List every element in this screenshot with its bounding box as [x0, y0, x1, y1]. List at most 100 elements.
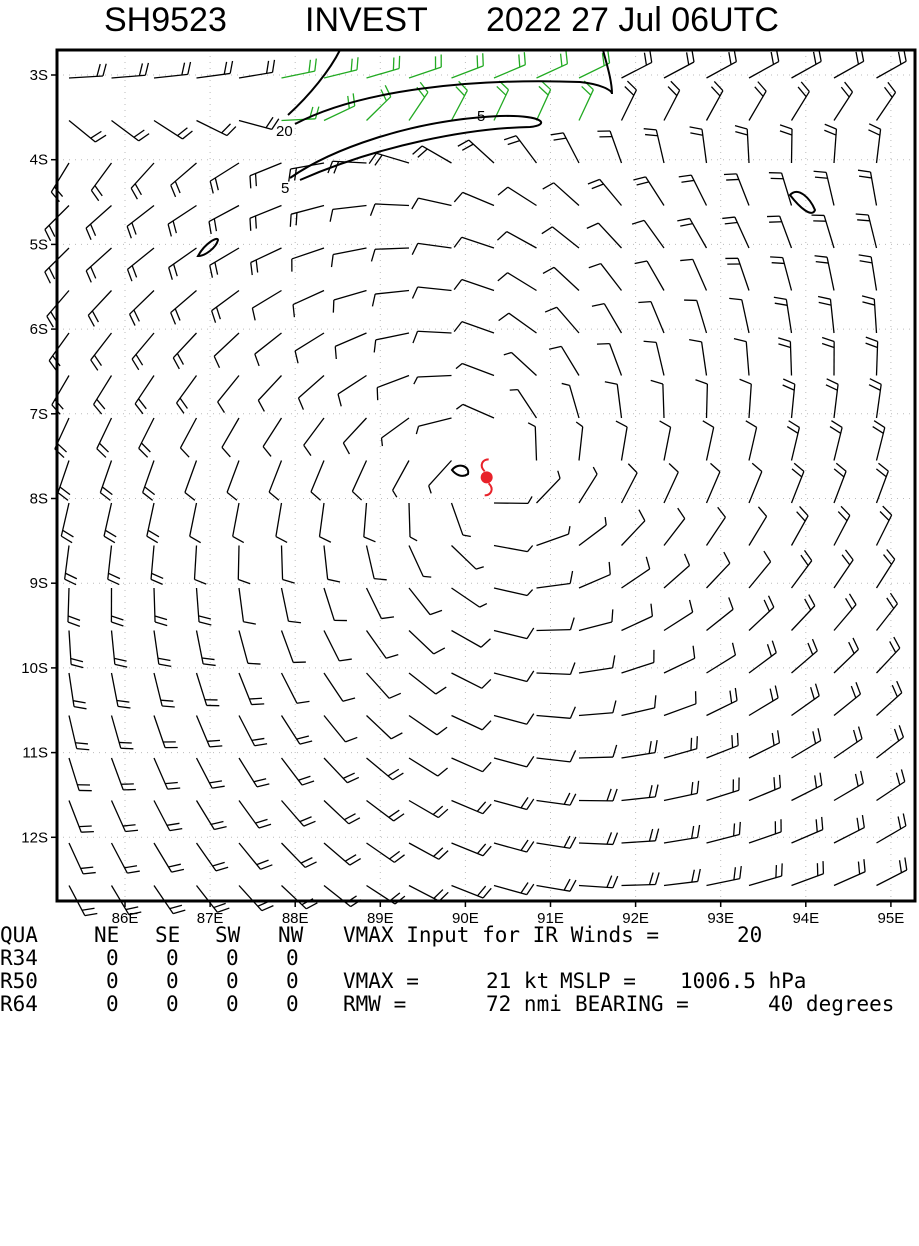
wind-barb	[660, 421, 671, 461]
wind-barb	[684, 300, 706, 333]
wind-barb	[367, 85, 391, 120]
cell-value: 0	[226, 947, 239, 970]
wind-barb	[579, 876, 618, 888]
wind-barb	[374, 333, 409, 352]
cell-value: 0	[166, 970, 179, 993]
wind-barb	[725, 258, 749, 290]
wind-barb	[413, 331, 452, 343]
wind-barb	[749, 49, 779, 78]
lat-label: 4S	[30, 152, 48, 169]
wind-barb	[707, 688, 738, 716]
wind-barb	[605, 382, 622, 418]
wind-barb	[251, 248, 282, 275]
wind-barb	[324, 843, 361, 865]
wind-barb	[680, 259, 706, 290]
wind-barb	[367, 56, 400, 78]
wind-barb	[579, 832, 617, 844]
wind-barb	[497, 232, 536, 248]
wind-barb	[824, 124, 836, 163]
wind-barb	[826, 379, 838, 418]
wind-barb	[579, 789, 617, 801]
wind-barb	[367, 801, 405, 821]
wind-barb	[69, 64, 106, 78]
wind-barb	[834, 594, 856, 631]
wind-barb	[239, 886, 273, 911]
wind-barb	[112, 631, 128, 668]
wind-barb	[622, 650, 654, 673]
wind-barb	[494, 52, 525, 78]
wind-barb	[292, 248, 324, 272]
wind-barb	[324, 758, 359, 783]
lon-label: 88E	[282, 910, 309, 924]
wind-barb	[143, 461, 155, 501]
lat-label: 12S	[21, 829, 48, 846]
lon-label: 86E	[112, 910, 139, 924]
wind-barb	[171, 291, 197, 325]
wind-barb	[622, 785, 659, 801]
wind-barb	[494, 840, 534, 852]
wind-barb	[792, 595, 815, 631]
wind-barb	[371, 248, 409, 261]
lon-label: 95E	[878, 910, 905, 924]
wind-barb	[197, 758, 225, 788]
wind-barb	[452, 758, 492, 772]
wind-radii-table: QUA NE SE SW NW VMAX Input for IR Winds …	[0, 924, 919, 1014]
wind-barb	[69, 631, 83, 668]
wind-barb	[111, 588, 123, 626]
wind-barb	[195, 546, 207, 585]
wind-barb	[707, 597, 734, 630]
wind-barb	[324, 886, 361, 907]
wind-barb	[494, 588, 533, 596]
wind-barb	[197, 673, 220, 706]
wind-barb	[69, 121, 106, 142]
wind-barb	[97, 418, 112, 457]
wind-barb	[298, 376, 324, 410]
rmw-value: 72 nmi	[486, 993, 562, 1016]
table-row-r50: R50 0 0 0 0 VMAX = 21 kt MSLP = 1006.5 h…	[0, 970, 51, 993]
wind-barb	[498, 187, 536, 205]
wind-barb	[452, 801, 492, 814]
wind-barb	[65, 546, 77, 585]
wind-barb	[324, 801, 360, 824]
wind-barb	[112, 63, 149, 78]
wind-barb	[367, 631, 399, 659]
wind-barb	[130, 291, 154, 326]
header-ne: NE	[94, 924, 119, 947]
lon-label: 93E	[707, 910, 734, 924]
wind-barb	[695, 380, 707, 418]
wind-barb	[367, 843, 405, 862]
wind-barb	[132, 333, 154, 370]
wind-barb	[770, 257, 791, 291]
wind-barb	[679, 175, 707, 205]
wind-barb	[154, 758, 180, 789]
wind-barb	[635, 261, 664, 290]
wind-barb	[282, 843, 317, 867]
wind-barb	[749, 819, 781, 843]
wind-barb	[664, 81, 680, 120]
wind-barb	[212, 291, 239, 323]
wind-barb	[416, 418, 451, 434]
row-label: R50	[0, 970, 38, 993]
wind-barb	[250, 206, 282, 231]
wind-barb	[792, 463, 804, 503]
wind-barb	[412, 243, 451, 254]
wind-barb	[749, 596, 774, 631]
wind-barb	[877, 49, 907, 78]
contour-label-20: 20	[276, 123, 293, 140]
wind-barb	[664, 50, 694, 78]
wind-barb	[367, 758, 404, 780]
wind-barb	[458, 140, 494, 163]
wind-barb	[112, 121, 150, 141]
wind-barb	[239, 117, 279, 129]
wind-barb	[210, 248, 239, 278]
wind-barb	[494, 546, 533, 552]
wind-barb	[311, 461, 324, 501]
wind-barb	[504, 352, 537, 375]
wind-barb	[409, 758, 448, 776]
wind-barb	[834, 859, 865, 885]
wind-barb	[91, 333, 112, 370]
wind-barb	[622, 740, 658, 758]
wind-barb	[414, 376, 452, 385]
wind-barb	[454, 280, 494, 291]
wind-barb	[690, 127, 707, 163]
